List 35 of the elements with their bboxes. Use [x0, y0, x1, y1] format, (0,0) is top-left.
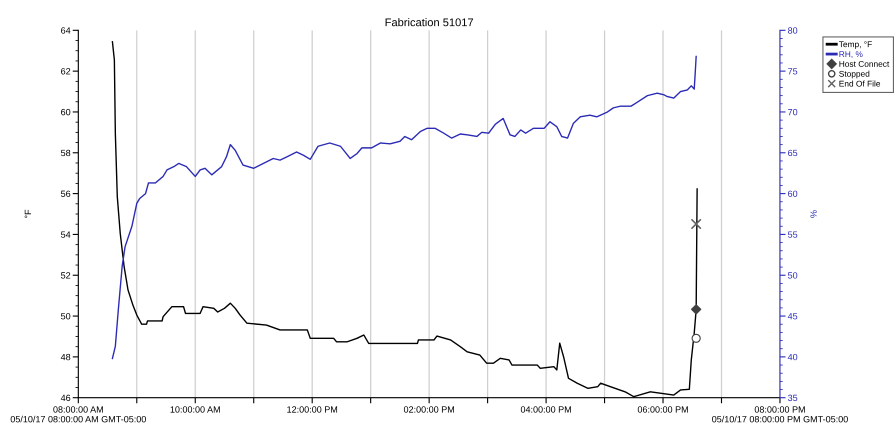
legend-label: End Of File: [839, 80, 880, 87]
y2-tick-label: 40: [788, 354, 798, 360]
legend-label: Temp, °F: [838, 41, 872, 49]
y2-tick-label: 35: [788, 394, 798, 402]
legend-label: Stopped: [839, 70, 870, 78]
y2-tick-label: 50: [788, 272, 798, 279]
y-axis-title: °F: [24, 210, 31, 218]
y2-tick-label: 75: [788, 68, 798, 74]
y-tick-label: 58: [60, 150, 70, 156]
y-tick-label: 48: [60, 354, 70, 360]
legend-label: RH, %: [839, 51, 863, 58]
x-tick-label: 10:00:00 AM: [170, 406, 220, 413]
x-tick-label: 02:00:00 PM: [404, 406, 454, 413]
x-tick-label: 04:00:00 PM: [520, 406, 571, 413]
y2-axis-title: %: [810, 210, 817, 218]
x-tick-label: 06:00:00 PM: [638, 406, 688, 413]
y-tick-label: 52: [60, 272, 70, 279]
y-tick-label: 62: [61, 68, 70, 74]
legend-label: Host Connect: [839, 61, 890, 67]
y2-tick-label: 55: [788, 231, 798, 238]
y2-tick-label: 80: [788, 27, 798, 34]
chart-title: Fabrication 51017: [386, 18, 474, 26]
y2-tick-label: 70: [788, 108, 798, 116]
y-tick-label: 60: [61, 108, 70, 116]
y-tick-label: 46: [60, 394, 70, 402]
x-tick-label: 12:00:00 PM: [287, 406, 338, 413]
x-tick-label: 08:00:00 PM 05/10/17 08:00:00 PM GMT-05:00: [712, 406, 848, 422]
y-tick-label: 64: [61, 27, 70, 34]
y2-tick-label: 65: [788, 150, 798, 156]
y-tick-label: 50: [60, 313, 70, 320]
y2-tick-label: 60: [788, 190, 798, 197]
x-tick-label: 08:00:00 AM 05/10/17 08:00:00 AM GMT-05:00: [10, 406, 146, 422]
y-tick-label: 56: [60, 190, 70, 197]
y2-tick-label: 45: [788, 313, 798, 320]
y-tick-label: 54: [60, 231, 70, 238]
